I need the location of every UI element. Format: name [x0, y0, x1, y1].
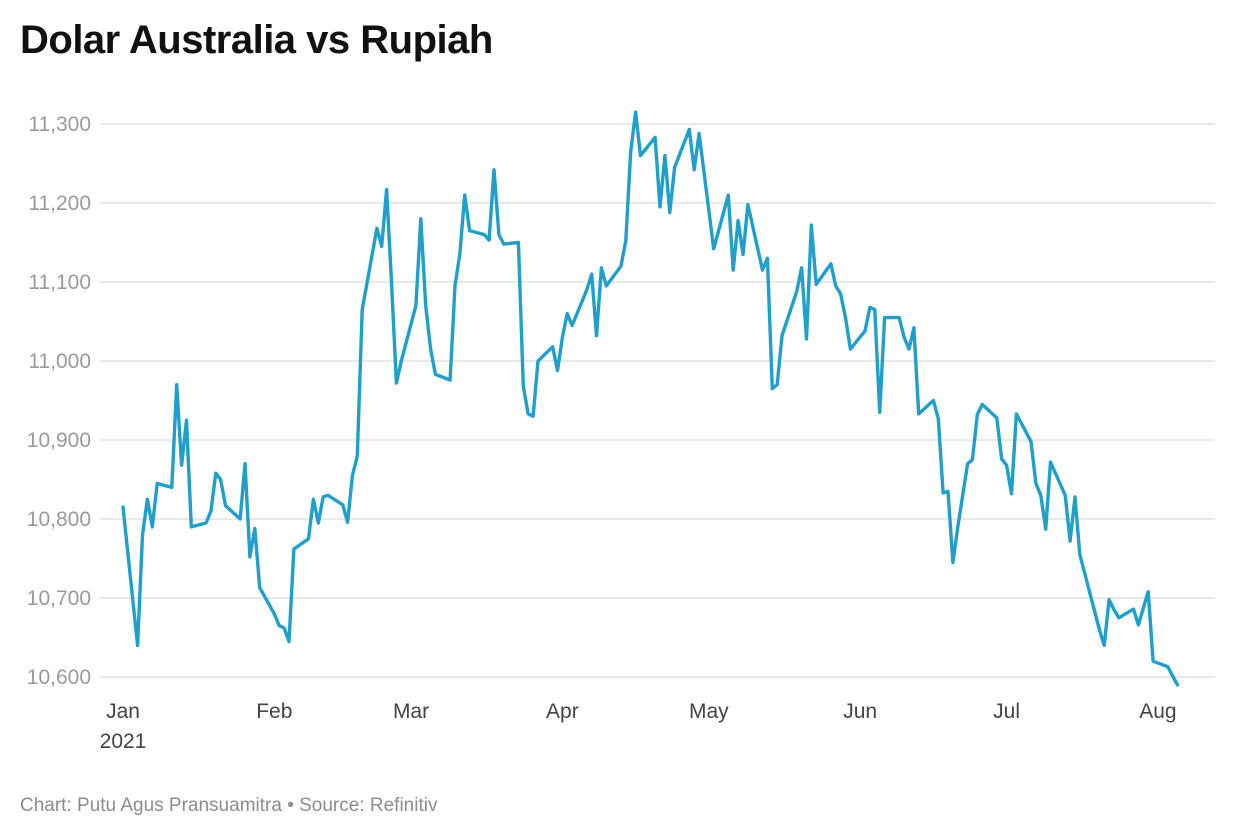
x-tick-label: Feb: [256, 700, 292, 723]
y-tick-label: 10,800: [27, 508, 91, 531]
x-tick-sublabel: 2021: [100, 730, 147, 753]
y-tick-label: 11,200: [28, 192, 91, 215]
chart-title: Dolar Australia vs Rupiah: [20, 18, 493, 62]
y-tick-label: 11,000: [28, 350, 91, 373]
y-tick-label: 10,900: [27, 429, 91, 452]
y-tick-label: 11,100: [28, 271, 91, 294]
gridlines: [100, 123, 1215, 678]
x-tick-label: Jun: [843, 700, 877, 723]
chart-credit: Chart: Putu Agus Pransuamitra • Source: …: [20, 795, 438, 816]
x-tick-label: Mar: [393, 700, 429, 723]
x-tick-label: Jan: [106, 700, 140, 723]
x-tick-label: Jul: [993, 700, 1020, 723]
y-tick-label: 11,300: [28, 113, 91, 136]
series-line-1: [121, 110, 1180, 687]
series-lines: [121, 110, 1180, 687]
x-tick-label: Apr: [546, 700, 579, 723]
y-tick-label: 10,600: [27, 666, 91, 689]
x-tick-label: Aug: [1139, 700, 1176, 723]
y-tick-label: 10,700: [27, 587, 91, 610]
y-axis: 10,600 10,700 10,800 10,900 11,000 11,100 11,2…: [27, 113, 91, 689]
x-axis: Jan 2021 Feb Mar Apr May Jun Jul Aug: [100, 700, 1177, 753]
x-tick-label: May: [689, 700, 729, 723]
